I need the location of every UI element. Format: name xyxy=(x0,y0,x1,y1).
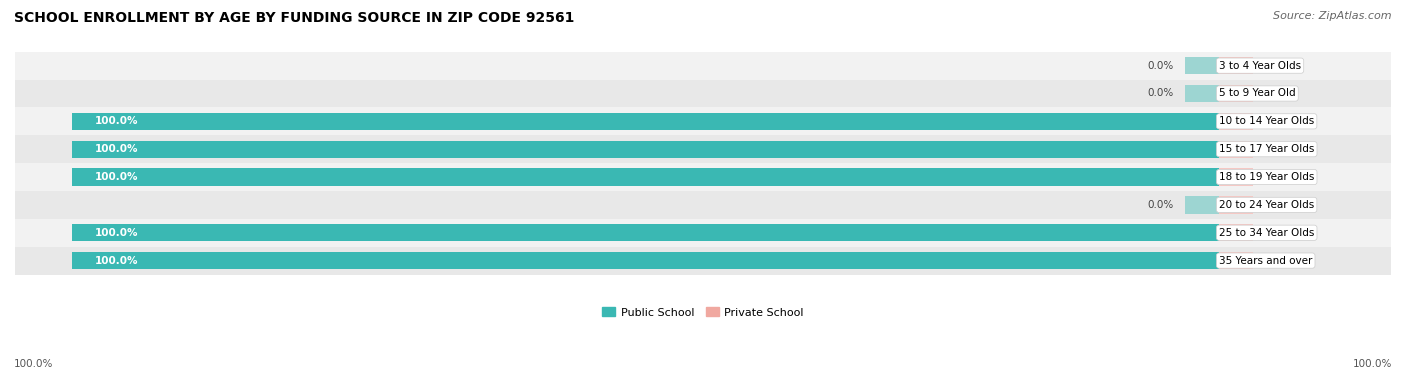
Text: 0.0%: 0.0% xyxy=(1265,200,1291,210)
Bar xyxy=(15,163,1391,191)
Bar xyxy=(1219,224,1253,241)
Text: 0.0%: 0.0% xyxy=(1265,144,1291,154)
Bar xyxy=(72,113,1219,130)
Bar xyxy=(1219,85,1253,102)
Bar xyxy=(72,169,1219,186)
Bar xyxy=(1219,57,1253,74)
Text: 0.0%: 0.0% xyxy=(1265,116,1291,126)
Text: 5 to 9 Year Old: 5 to 9 Year Old xyxy=(1219,89,1295,98)
Bar xyxy=(1219,252,1253,269)
Text: 100.0%: 100.0% xyxy=(96,172,139,182)
Text: 0.0%: 0.0% xyxy=(1265,89,1291,98)
Bar xyxy=(1219,141,1253,158)
Text: 100.0%: 100.0% xyxy=(96,116,139,126)
Text: 15 to 17 Year Olds: 15 to 17 Year Olds xyxy=(1219,144,1315,154)
Text: 0.0%: 0.0% xyxy=(1265,256,1291,265)
Text: 35 Years and over: 35 Years and over xyxy=(1219,256,1312,265)
Bar xyxy=(1219,113,1253,130)
Bar xyxy=(1185,57,1219,74)
Bar xyxy=(1219,196,1253,213)
Text: 100.0%: 100.0% xyxy=(96,256,139,265)
Bar xyxy=(15,52,1391,80)
Text: 0.0%: 0.0% xyxy=(1265,172,1291,182)
Bar xyxy=(15,247,1391,274)
Text: 25 to 34 Year Olds: 25 to 34 Year Olds xyxy=(1219,228,1315,238)
Text: 100.0%: 100.0% xyxy=(96,228,139,238)
Text: 20 to 24 Year Olds: 20 to 24 Year Olds xyxy=(1219,200,1315,210)
Text: 3 to 4 Year Olds: 3 to 4 Year Olds xyxy=(1219,61,1301,70)
Bar xyxy=(15,107,1391,135)
Bar xyxy=(1185,85,1219,102)
Text: 10 to 14 Year Olds: 10 to 14 Year Olds xyxy=(1219,116,1315,126)
Legend: Public School, Private School: Public School, Private School xyxy=(598,303,808,322)
Text: 100.0%: 100.0% xyxy=(1353,359,1392,369)
Text: 100.0%: 100.0% xyxy=(96,144,139,154)
Bar xyxy=(72,141,1219,158)
Bar xyxy=(1185,196,1219,213)
Bar xyxy=(72,252,1219,269)
Bar xyxy=(72,224,1219,241)
Bar xyxy=(1219,169,1253,186)
Text: 0.0%: 0.0% xyxy=(1265,61,1291,70)
Bar xyxy=(15,135,1391,163)
Text: 0.0%: 0.0% xyxy=(1147,61,1173,70)
Bar xyxy=(15,80,1391,107)
Text: 0.0%: 0.0% xyxy=(1147,89,1173,98)
Text: 0.0%: 0.0% xyxy=(1265,228,1291,238)
Bar xyxy=(15,191,1391,219)
Text: Source: ZipAtlas.com: Source: ZipAtlas.com xyxy=(1274,11,1392,21)
Text: 0.0%: 0.0% xyxy=(1147,200,1173,210)
Text: 18 to 19 Year Olds: 18 to 19 Year Olds xyxy=(1219,172,1315,182)
Text: 100.0%: 100.0% xyxy=(14,359,53,369)
Text: SCHOOL ENROLLMENT BY AGE BY FUNDING SOURCE IN ZIP CODE 92561: SCHOOL ENROLLMENT BY AGE BY FUNDING SOUR… xyxy=(14,11,575,25)
Bar xyxy=(15,219,1391,247)
